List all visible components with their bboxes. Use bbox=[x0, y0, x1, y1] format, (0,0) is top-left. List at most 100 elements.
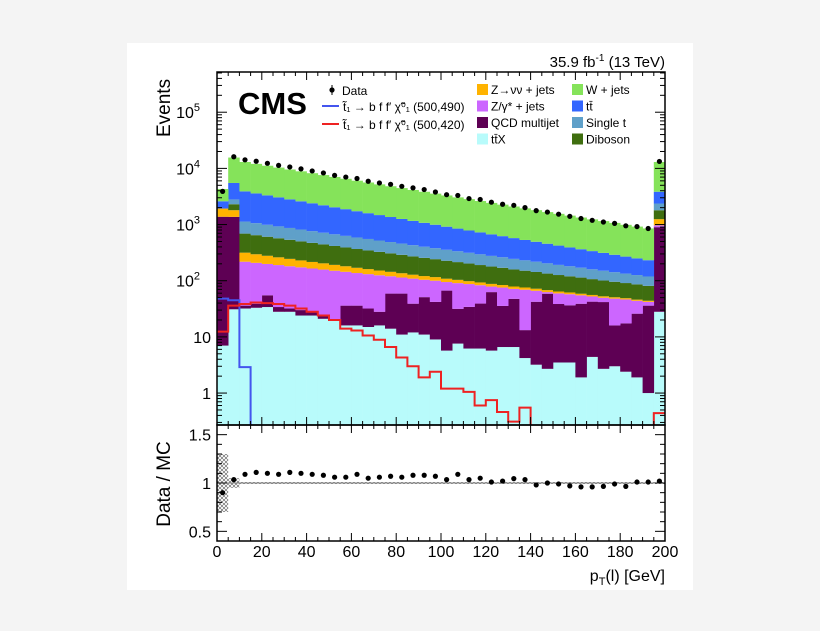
ratio-point bbox=[320, 472, 326, 478]
stack-bar bbox=[530, 301, 543, 365]
y-tick-exponent: 3 bbox=[194, 215, 200, 227]
data-point bbox=[578, 215, 584, 222]
stack-bar bbox=[351, 249, 363, 268]
data-point bbox=[365, 178, 371, 184]
stack-bar bbox=[631, 275, 643, 285]
stack-bar bbox=[620, 283, 632, 299]
stack-bar bbox=[239, 233, 251, 253]
stack-bar bbox=[553, 264, 565, 276]
stack-bar bbox=[474, 282, 487, 286]
stack-bar bbox=[541, 368, 554, 425]
stack-bar bbox=[564, 305, 576, 363]
y-tick-label: 10 bbox=[193, 330, 211, 347]
ratio-y-axis-label: Data / MC bbox=[154, 441, 175, 527]
stack-bar bbox=[273, 257, 285, 266]
stack-bar bbox=[228, 182, 240, 200]
stack-bar bbox=[385, 186, 397, 218]
stack-bar bbox=[385, 242, 397, 254]
stack-bar bbox=[653, 210, 665, 220]
stack-bar bbox=[250, 254, 263, 263]
ratio-point bbox=[354, 471, 360, 477]
ratio-point bbox=[623, 483, 629, 489]
signal-line-2 bbox=[217, 301, 665, 425]
stack-bar bbox=[597, 297, 610, 303]
stack-bar bbox=[295, 310, 307, 316]
stack-bar bbox=[217, 208, 229, 217]
data-point bbox=[421, 186, 427, 193]
stack-bar bbox=[418, 257, 431, 277]
stack-bar bbox=[407, 278, 419, 304]
stack-bar bbox=[597, 296, 610, 298]
stack-bar bbox=[418, 334, 431, 425]
stack-bar bbox=[418, 276, 431, 280]
data-point bbox=[623, 223, 629, 229]
ratio-point bbox=[343, 474, 349, 480]
stack-bar bbox=[217, 345, 229, 425]
data-point bbox=[645, 225, 651, 232]
legend-label: t̃₁ → b f f′ χ̃⁰₁ (500,490) bbox=[342, 99, 465, 114]
legend-entry-data: Data bbox=[329, 84, 368, 98]
data-point bbox=[343, 174, 349, 180]
stack-bar bbox=[407, 274, 419, 279]
stack-bar bbox=[485, 255, 498, 267]
stack-bar bbox=[541, 243, 554, 264]
stack-bar bbox=[631, 299, 643, 301]
stack-bar bbox=[396, 188, 408, 219]
stack-bar bbox=[597, 302, 610, 369]
stack-bar bbox=[653, 227, 665, 312]
stack-bar bbox=[474, 265, 487, 283]
stack-bar bbox=[452, 279, 464, 284]
y-tick-exponent: 2 bbox=[194, 271, 200, 283]
data-points bbox=[220, 154, 663, 232]
stack-bar bbox=[340, 247, 352, 267]
stack-bar bbox=[575, 217, 587, 250]
stack-bar bbox=[239, 221, 251, 234]
stack-bar bbox=[362, 250, 375, 270]
data-point bbox=[354, 175, 360, 182]
ratio-point bbox=[656, 478, 663, 484]
stack-bar bbox=[597, 368, 610, 425]
stack-bar bbox=[497, 287, 509, 306]
stack-bar bbox=[250, 307, 263, 425]
stack-bar bbox=[295, 267, 307, 311]
legend-color-swatch bbox=[572, 84, 583, 95]
stack-bar bbox=[620, 371, 632, 425]
stack-bar bbox=[452, 283, 464, 309]
stack-bar bbox=[317, 205, 330, 233]
data-point bbox=[522, 205, 528, 211]
stack-bar bbox=[373, 240, 386, 252]
stack-bar bbox=[653, 219, 665, 226]
stack-bar bbox=[239, 305, 251, 309]
stack-bar bbox=[452, 197, 464, 229]
stack-bar bbox=[261, 224, 274, 237]
stack-bar bbox=[295, 229, 307, 242]
stack-bar bbox=[553, 213, 565, 246]
stack-bar bbox=[317, 269, 330, 316]
stack-bar bbox=[553, 293, 565, 305]
data-point bbox=[500, 201, 506, 207]
stack-bar bbox=[340, 235, 352, 248]
y-tick-label: 104 bbox=[176, 158, 200, 178]
stack-bar bbox=[642, 305, 655, 394]
stack-bar bbox=[586, 296, 599, 302]
legend-label: Diboson bbox=[586, 133, 630, 147]
stack-bar bbox=[261, 195, 274, 225]
x-tick-label: 100 bbox=[428, 544, 455, 561]
stack-bar bbox=[586, 219, 599, 252]
stack-bar bbox=[418, 191, 431, 223]
ratio-point bbox=[444, 477, 450, 483]
data-point bbox=[432, 189, 438, 195]
stack-bar bbox=[329, 234, 341, 246]
stack-bar bbox=[407, 303, 419, 333]
y-tick-label: 102 bbox=[176, 271, 200, 291]
stack-bar bbox=[329, 176, 341, 208]
y-tick-base: 10 bbox=[176, 274, 194, 291]
stack-bar bbox=[385, 293, 397, 329]
stack-bar bbox=[642, 276, 655, 286]
stack-bar bbox=[575, 303, 587, 378]
stack-bar bbox=[485, 283, 498, 287]
stack-bar bbox=[519, 289, 531, 331]
legend-entry: W + jets bbox=[572, 83, 630, 97]
stack-bar bbox=[519, 208, 531, 240]
